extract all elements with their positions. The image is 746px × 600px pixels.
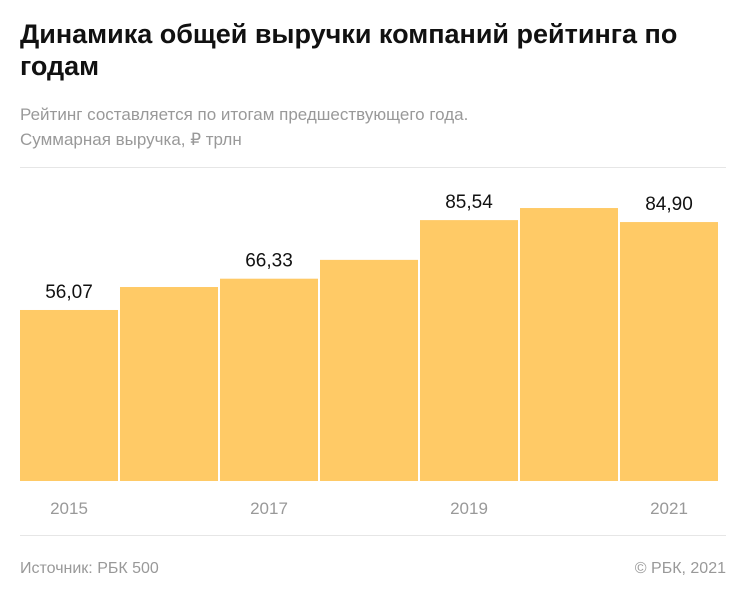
x-tick-2015: 2015 bbox=[50, 499, 88, 518]
x-tick-2017: 2017 bbox=[250, 499, 288, 518]
bar-2015 bbox=[20, 309, 118, 481]
bar-2021 bbox=[620, 222, 718, 481]
source-note: Источник: РБК 500 bbox=[20, 560, 159, 577]
subtitle-line-1: Рейтинг составляется по итогам предшеств… bbox=[20, 105, 469, 124]
bar-2017 bbox=[220, 278, 318, 481]
bar-2016 bbox=[120, 287, 218, 481]
x-tick-2021: 2021 bbox=[650, 499, 688, 518]
data-label-2015: 56,07 bbox=[45, 282, 93, 303]
top-divider bbox=[20, 167, 726, 168]
data-label-2021: 84,90 bbox=[645, 194, 693, 215]
bar-2018 bbox=[320, 259, 418, 481]
subtitle-line-2: Суммарная выручка, ₽ трлн bbox=[20, 130, 242, 149]
bar-2020 bbox=[520, 208, 618, 481]
chart-title: Динамика общей выручки компаний рейтинга… bbox=[20, 19, 678, 81]
chart-subtitle: Рейтинг составляется по итогам предшеств… bbox=[20, 102, 720, 152]
bottom-divider bbox=[20, 535, 726, 536]
bar-2019 bbox=[420, 220, 518, 481]
data-label-2019: 85,54 bbox=[445, 192, 493, 213]
x-tick-2019: 2019 bbox=[450, 499, 488, 518]
copyright: © РБК, 2021 bbox=[634, 560, 726, 577]
data-label-2017: 66,33 bbox=[245, 251, 293, 272]
